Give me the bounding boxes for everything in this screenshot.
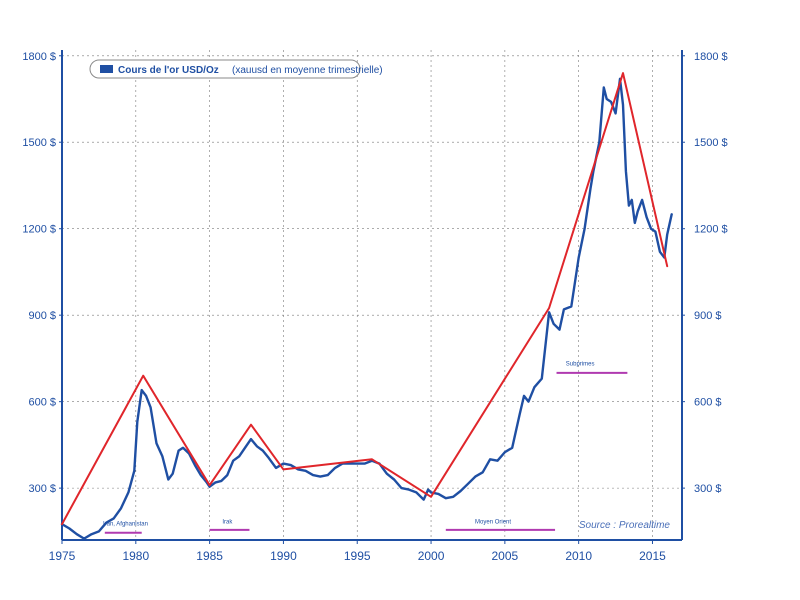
legend: Cours de l'or USD/Oz (xauusd en moyenne … [89,59,383,79]
event-label: Moyen Orient [475,519,511,525]
series-lines [60,72,673,540]
y-tick-label-left: 300 $ [28,483,56,495]
x-tick-label: 1975 [49,549,76,563]
event-annotations: Iran, Afghanistan Irak Moyen Orient Subprim… [103,362,628,534]
y-tick-label-left: 1800 $ [22,51,56,63]
event-label: Subprimes [566,362,595,368]
x-tick-label: 1980 [122,549,149,563]
x-tick-label: 1995 [344,549,371,563]
y-tick-label-right: 1800 $ [694,51,728,63]
trend-line [61,72,669,526]
y-tick-label-left: 1200 $ [22,224,56,236]
y-tick-label-left: 1500 $ [22,137,56,149]
gold-price-line [60,77,673,540]
x-tick-label: 2000 [418,549,445,563]
legend-swatch [100,65,113,73]
y-tick-label-right: 300 $ [694,483,722,495]
legend-label: (xauusd en moyenne trimestrielle) [232,65,383,76]
x-tick-label: 2010 [565,549,592,563]
legend-box [89,59,361,79]
y-tick-label-left: 900 $ [28,310,56,322]
y-tick-label-right: 1500 $ [694,137,728,149]
y-tick-label-right: 600 $ [694,397,722,409]
x-tick-label: 2015 [639,549,666,563]
x-tick-label: 1990 [270,549,297,563]
y-tick-label-right: 900 $ [694,310,722,322]
legend-bold-label: Cours de l'or USD/Oz [118,65,219,76]
x-tick-label: 2005 [492,549,519,563]
y-tick-label-right: 1200 $ [694,224,728,236]
y-ticks-right: 1800 $ 1500 $ 1200 $ 900 $ 600 $ 300 $ [682,51,728,495]
event-label: Irak [222,519,233,525]
y-ticks-left: 1800 $ 1500 $ 1200 $ 900 $ 600 $ 300 $ [22,51,62,495]
x-tick-label: 1985 [196,549,223,563]
source-note: Source : Prorealtime [579,520,671,531]
x-ticks: 1975 1980 1985 1990 1995 2000 2005 2010 2015 [49,540,666,563]
event-label: Iran, Afghanistan [103,522,148,528]
y-tick-label-left: 600 $ [28,397,56,409]
grid-lines [62,50,682,540]
